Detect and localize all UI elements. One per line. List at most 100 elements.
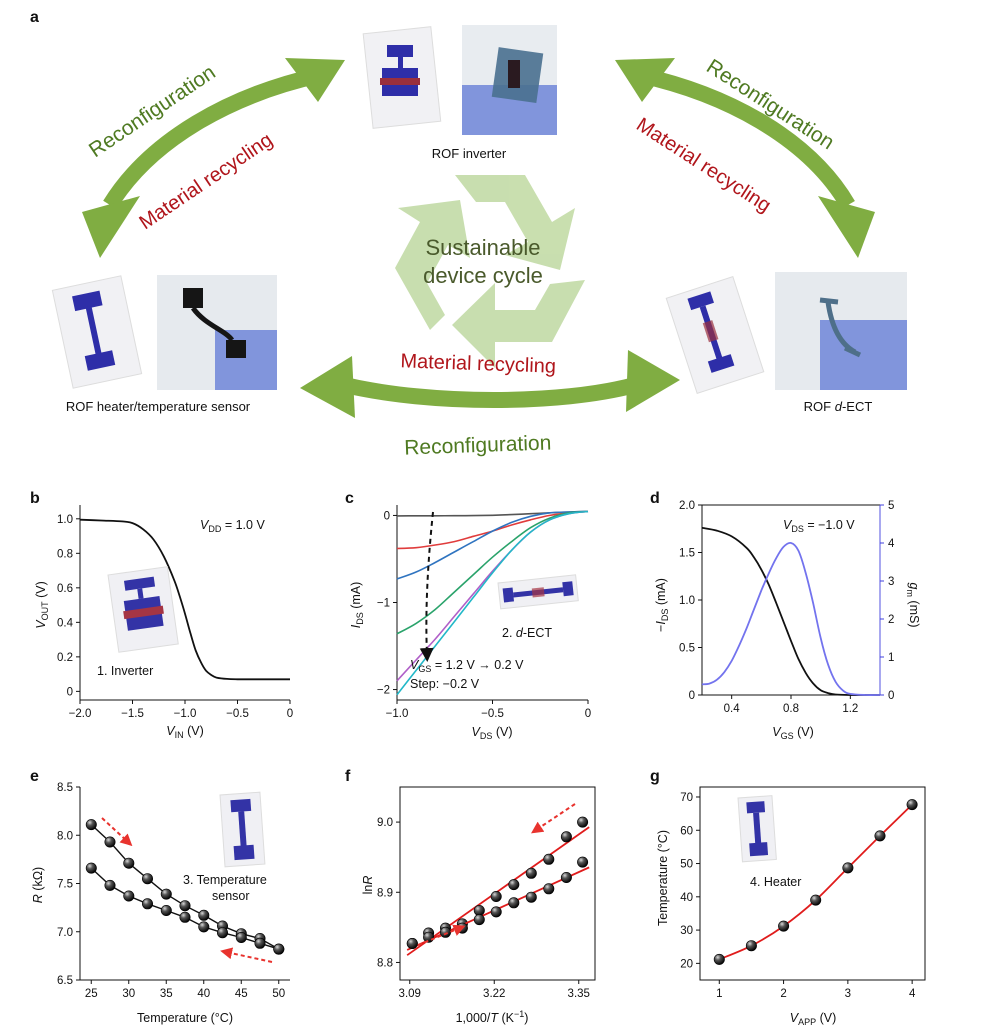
arrhenius-series-1-point [490,890,502,902]
heater-frame [699,786,926,981]
cycle-arrows [103,67,855,408]
inverter-ytick-label: 0.8 [57,548,73,560]
inverter-ytick-label: 0.2 [57,652,73,664]
inverter-vtc-line [79,518,290,681]
panel-label-a: a [30,9,39,26]
sensor-series-1-point [85,819,97,831]
arrhenius-arrow-lower [417,924,466,946]
heater-ytick-label: 70 [680,792,693,804]
sensor-series-2-point [123,890,135,902]
transfer-ytick-label: 2.0 [679,500,695,512]
heater-series-point [874,830,886,842]
heater-xlabel: VAPP (V) [790,1011,837,1027]
inverter-xtick-label: 0 [287,708,293,720]
arrhenius-series-2-point [560,871,572,883]
transfer-y2label: gm (mS) [905,582,921,627]
arrhenius-series-1-point [508,879,520,891]
sensor-series-1-point [179,900,191,912]
ect-sweep-arrow [419,511,434,662]
panel-d: d 0.4 0.8 1.2 0 0.5 1.0 1.5 2.0 0 1 2 3 4 5 VDS = −1.… [650,490,921,741]
plot-arrhenius: 3.09 3.22 3.35 8.8 8.9 9.0 [377,786,596,1000]
sensor-series-2-point [235,931,247,943]
sensor-ytick-label: 6.5 [57,975,73,987]
transfer-gm-ytick-label: 2 [888,614,894,626]
inverter-label: 1. Inverter [97,664,153,678]
arrhenius-fit-line-1 [406,826,590,956]
heater-ytick-label: 20 [680,958,693,970]
heater-series-point [745,940,757,952]
inverter-xlabel: VIN (V) [166,724,203,740]
arrhenius-xtick-label: 3.09 [399,988,421,1000]
transfer-ytick-label: 0.5 [679,643,695,655]
arrhenius-series-1-point [543,853,555,865]
label-recycling-bottom: Material recycling [400,350,556,377]
sensor-xtick-label: 25 [85,988,98,1000]
arrhenius-series-1-point [525,867,537,879]
transfer-ytick-label: 1.5 [679,548,695,560]
sensor-xtick-label: 45 [235,988,248,1000]
inverter-ytick-label: 0 [67,686,73,698]
label-recycling-right: Material recycling [632,114,774,217]
panel-label-f: f [345,768,351,785]
arrhenius-xtick-label: 3.35 [568,988,590,1000]
heater-inset-icon [737,795,777,863]
sensor-heating-arrow [101,817,133,847]
inverter-xtick-label: −1.0 [174,708,197,720]
panel-label-b: b [30,490,40,507]
sensor-series-2-point [273,943,285,955]
sensor-ytick-label: 7.5 [57,879,73,891]
sensor-label-line1: 3. Temperature [183,873,267,887]
heater-ytick-label: 30 [680,925,693,937]
transfer-gm-ytick-label: 4 [888,538,895,550]
transfer-xtick-label: 0.4 [724,703,741,715]
arrhenius-ytick-label: 9.0 [377,817,393,829]
heater-ylabel: Temperature (°C) [656,830,670,926]
transfer-xtick-label: 1.2 [842,703,858,715]
heater-series-point [906,799,918,811]
transfer-ids-curve [701,526,880,696]
ect-vgs-annotation: VGS = 1.2 V → 0.2 V [410,658,524,674]
caption-heater: ROF heater/temperature sensor [66,399,251,414]
ect-output-curve-4 [396,510,589,635]
inverter-vdd-annotation: VDD = 1.0 V [200,518,265,534]
heater-series-point [842,862,854,874]
arrhenius-series-2-point [423,931,435,943]
sensor-cooling-arrow [220,947,273,963]
inverter-xtick-label: −0.5 [226,708,249,720]
heater-ytick-label: 40 [680,892,693,904]
arrhenius-series-2-point [439,926,451,938]
label-reconfiguration-bottom: Reconfiguration [404,431,552,459]
inverter-ytick-label: 1.0 [57,514,73,526]
inverter-ytick-label: 0.4 [57,617,74,629]
plot-transfer: 0.4 0.8 1.2 0 0.5 1.0 1.5 2.0 0 1 2 3 4 5 [679,500,895,715]
sensor-series-2-point [142,898,154,910]
transfer-ylabel: −IDS (mA) [654,578,670,632]
sensor-series-1-point [104,836,116,848]
inverter-ytick-label: 0.6 [57,583,73,595]
heater-series-point [778,920,790,932]
heater-xtick-label: 3 [845,988,851,1000]
transfer-xtick-label: 0.8 [783,703,799,715]
arrhenius-series-2-point [406,937,418,949]
sensor-xtick-label: 30 [122,988,135,1000]
heater-series-point [713,953,725,965]
arrhenius-xtick-label: 3.22 [483,988,505,1000]
ect-xlabel: VDS (V) [472,725,513,741]
ect-xtick-label: 0 [585,708,591,720]
ect-xtick-label: −0.5 [481,708,504,720]
panel-a: a Sustainable device cycle Reconfigurati… [30,9,907,460]
transfer-gm-ytick-label: 3 [888,576,894,588]
sensor-series-2-point [254,937,266,949]
sensor-series-1-point [160,888,172,900]
ect-output-curve-3 [396,510,589,580]
sensor-series-2-point [179,911,191,923]
arrhenius-frame [399,786,596,981]
plot-heater: 1 2 3 4 20 30 40 50 60 70 [680,786,926,1000]
sensor-xtick-label: 40 [197,988,210,1000]
heater-device-photo [51,275,277,390]
recycle-icon [395,175,585,368]
sensor-ytick-label: 8.5 [57,782,73,794]
panel-label-e: e [30,768,39,785]
cycle-title-line2: device cycle [423,263,543,288]
